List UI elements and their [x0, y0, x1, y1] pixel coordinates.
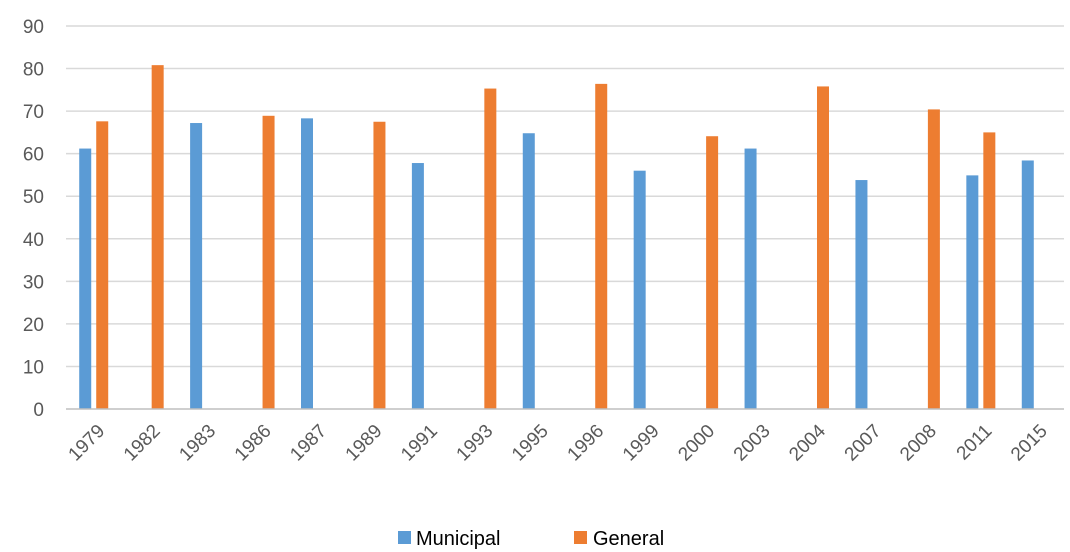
x-tick-label: 2003: [730, 421, 775, 466]
x-axis-ticks: 1979 1982 1983 1986 1987 1989 1991 1993 1995 1996…: [65, 420, 1052, 465]
bar-general-2000: [706, 136, 718, 409]
legend-swatch-municipal: [398, 531, 411, 544]
x-tick-label: 1986: [231, 421, 276, 466]
legend: Municipal General: [398, 528, 664, 550]
x-tick-label: 2008: [896, 421, 941, 466]
y-tick-label: 20: [23, 315, 44, 336]
y-tick-label: 0: [33, 400, 44, 421]
x-tick-label: 1995: [508, 421, 553, 466]
bar-general-1996: [595, 84, 607, 409]
bar-general-2004: [817, 86, 829, 409]
bar-general-1986: [263, 116, 275, 409]
y-tick-label: 80: [23, 60, 44, 81]
x-tick-label: 1979: [65, 421, 110, 466]
bar-general-1993: [484, 89, 496, 409]
bar-general-1979: [96, 121, 108, 409]
y-tick-label: 30: [23, 272, 44, 293]
bar-municipal-2007: [855, 180, 867, 409]
bar-general-2011: [983, 132, 995, 409]
bar-general-1989: [373, 122, 385, 409]
x-tick-label: 2015: [1007, 421, 1052, 466]
bar-general-2008: [928, 109, 940, 409]
x-tick-label: 1983: [175, 421, 220, 466]
bar-municipal-1999: [634, 171, 646, 409]
x-tick-label: 1987: [286, 421, 331, 466]
y-tick-label: 60: [23, 145, 44, 166]
bar-municipal-1991: [412, 163, 424, 409]
x-tick-label: 1991: [397, 421, 442, 466]
bar-general-1982: [152, 65, 164, 409]
x-tick-label: 1989: [342, 421, 387, 466]
x-tick-label: 2007: [841, 421, 886, 466]
y-tick-label: 40: [23, 230, 44, 251]
legend-label-municipal: Municipal: [416, 528, 500, 550]
bar-municipal-2015: [1022, 160, 1034, 409]
bar-municipal-1995: [523, 133, 535, 409]
x-tick-label: 1996: [564, 421, 609, 466]
legend-label-general: General: [593, 528, 664, 550]
y-tick-label: 90: [23, 17, 44, 38]
y-tick-label: 70: [23, 102, 44, 123]
bar-municipal-1987: [301, 118, 313, 409]
y-axis-ticks: 0 10 20 30 40 50 60 70 80 90: [23, 17, 44, 421]
y-tick-label: 50: [23, 187, 44, 208]
x-tick-label: 1993: [453, 421, 498, 466]
x-tick-label: 2000: [674, 421, 719, 466]
bar-municipal-2003: [745, 149, 757, 409]
legend-swatch-general: [574, 531, 587, 544]
x-tick-label: 1982: [120, 421, 165, 466]
x-tick-label: 1999: [619, 421, 664, 466]
bar-municipal-1983: [190, 123, 202, 409]
x-tick-label: 2004: [785, 420, 830, 465]
gridlines: [66, 26, 1064, 366]
bar-municipal-1979: [79, 149, 91, 409]
bars: [79, 65, 1034, 409]
bar-municipal-2011: [966, 175, 978, 409]
x-tick-label: 2011: [953, 421, 997, 465]
y-tick-label: 10: [23, 357, 44, 378]
